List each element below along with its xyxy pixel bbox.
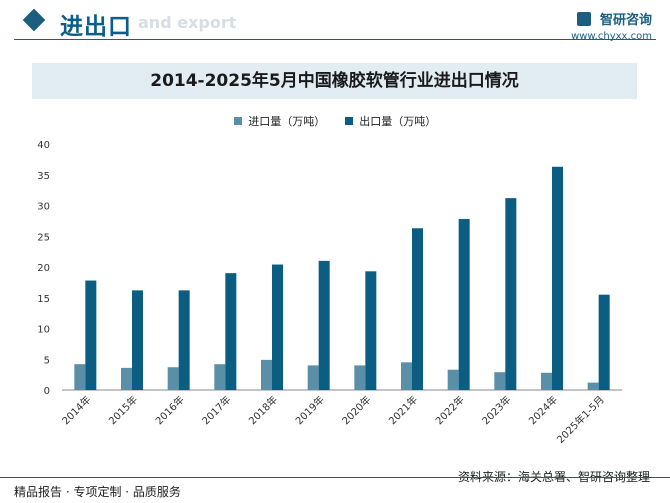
x-tick-label: 2025年1-5月: [554, 393, 607, 446]
y-tick-label: 30: [37, 202, 50, 213]
x-tick-label: 2015年: [106, 393, 140, 427]
bar-import: [74, 364, 86, 390]
brand-url: www.chyxx.com: [571, 31, 652, 42]
bar-export: [318, 260, 330, 390]
legend-label-import: 进口量（万吨）: [248, 115, 326, 128]
chart-title: 2014-2025年5月中国橡胶软管行业进出口情况: [150, 71, 519, 91]
x-tick-label: 2022年: [433, 393, 467, 427]
legend: 进口量（万吨） 出口量（万吨）: [0, 113, 670, 129]
legend-item-import: 进口量（万吨）: [233, 113, 326, 129]
y-tick-label: 15: [37, 294, 50, 305]
bar-import: [121, 367, 132, 390]
y-tick-label: 25: [37, 232, 50, 243]
x-tick-label: 2016年: [153, 393, 187, 427]
bar-import: [214, 364, 226, 390]
legend-label-export: 出口量（万吨）: [359, 115, 437, 128]
y-tick-label: 5: [44, 355, 50, 366]
y-tick-label: 35: [37, 171, 50, 182]
bar-import: [587, 382, 599, 390]
brand-logo-icon: [576, 11, 591, 26]
x-tick-label: 2021年: [386, 393, 420, 427]
legend-swatch-export: [344, 117, 353, 125]
x-tick-label: 2020年: [339, 393, 373, 427]
footer-divider: [0, 477, 670, 478]
legend-swatch-import: [233, 117, 242, 125]
x-tick-label: 2017年: [199, 393, 233, 427]
bar-export: [552, 166, 563, 390]
bar-import: [261, 359, 272, 390]
brand: 智研咨询 www.chyxx.com: [571, 8, 652, 42]
bar-export: [178, 290, 190, 390]
bar-import: [167, 367, 179, 390]
bar-import: [307, 365, 319, 390]
y-tick-label: 40: [37, 140, 50, 151]
bar-import: [541, 372, 552, 390]
x-tick-label: 2019年: [293, 393, 327, 427]
section-subtitle: and export: [138, 13, 237, 32]
header-divider: [14, 39, 656, 40]
bar-import: [494, 372, 506, 390]
bar-export: [132, 290, 143, 390]
bar-export: [272, 264, 283, 390]
y-tick-label: 0: [44, 386, 50, 397]
bar-export: [505, 198, 517, 390]
bar-import: [447, 369, 459, 390]
y-tick-label: 20: [37, 263, 50, 274]
legend-item-export: 出口量（万吨）: [344, 113, 437, 129]
x-tick-label: 2024年: [526, 393, 560, 427]
footer-tagline: 精品报告 · 专项定制 · 品质服务: [14, 485, 181, 499]
bar-export: [412, 228, 423, 390]
y-tick-label: 10: [37, 325, 50, 336]
x-tick-label: 2018年: [246, 393, 280, 427]
section-title: 进出口: [60, 14, 132, 40]
bar-import: [354, 365, 366, 390]
header: 进出口 and export 智研咨询 www.chyxx.com: [0, 0, 670, 48]
bar-export: [85, 280, 97, 390]
bar-export: [598, 294, 610, 390]
bar-import: [401, 362, 412, 390]
x-tick-label: 2023年: [479, 393, 513, 427]
brand-name: 智研咨询: [599, 13, 652, 28]
x-tick-label: 2014年: [59, 393, 93, 427]
chart-title-band: 2014-2025年5月中国橡胶软管行业进出口情况: [32, 63, 637, 99]
bar-export: [225, 273, 237, 390]
bar-export: [458, 219, 470, 390]
bar-export: [365, 271, 377, 390]
